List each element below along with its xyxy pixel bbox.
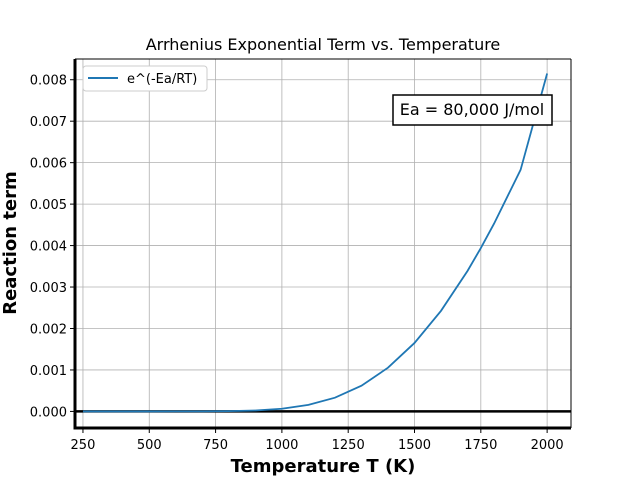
ticks: 250 500 750 1000 1250 1500 1750 2000 0.000 0.001 0…: [30, 74, 564, 453]
series-line: [82, 73, 548, 413]
y-tick-label: 0.004: [30, 240, 67, 255]
x-tick-label: 2000: [531, 438, 564, 453]
y-tick-label: 0.006: [30, 157, 67, 172]
annotation-frame: [392, 94, 553, 126]
legend-label: e^(-Ea/RT): [127, 72, 197, 87]
y-tick-label: 0.003: [30, 281, 67, 296]
annotation-box: Ea = 80,000 J/mol: [392, 94, 553, 126]
series-layer: [82, 73, 548, 413]
y-tick-label: 0.005: [30, 198, 67, 213]
x-tick-label: 1000: [265, 438, 298, 453]
legend-box: [82, 65, 208, 92]
chart-title: Arrhenius Exponential Term vs. Temperatu…: [146, 35, 501, 54]
x-tick-label: 1750: [464, 438, 497, 453]
x-tick-label: 750: [203, 438, 228, 453]
y-tick-label: 0.008: [30, 74, 67, 89]
x-tick-label: 250: [71, 438, 96, 453]
legend: e^(-Ea/RT): [82, 65, 208, 92]
y-tick-label: 0.002: [30, 322, 67, 337]
x-tick-label: 500: [137, 438, 162, 453]
y-tick-label: 0.001: [30, 364, 67, 379]
y-axis-label: Reaction term: [0, 171, 21, 315]
x-tick-label: 1500: [398, 438, 431, 453]
x-tick-label: 1250: [332, 438, 365, 453]
y-tick-label: 0.000: [30, 405, 67, 420]
x-axis-label: Temperature T (K): [231, 456, 416, 477]
annotation-text: Ea = 80,000 J/mol: [400, 100, 545, 119]
y-tick-label: 0.007: [30, 115, 67, 130]
